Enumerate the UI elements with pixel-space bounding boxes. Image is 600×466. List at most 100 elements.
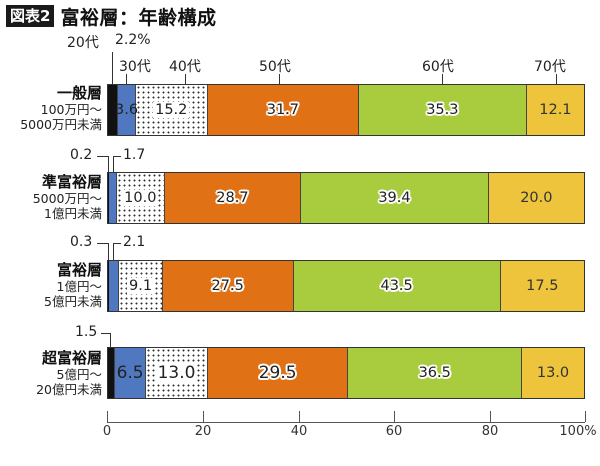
leader-line	[113, 243, 114, 260]
segment-age20	[108, 261, 110, 311]
row-range-1: 5000万円〜	[32, 191, 102, 206]
segment-age30: 3.6	[115, 85, 139, 135]
row-name: 準富裕層	[41, 173, 102, 191]
row-range-2: 5億円未満	[44, 294, 102, 309]
value-label: 10.0	[122, 190, 159, 206]
value-label: 28.7	[216, 190, 249, 206]
legend-age20: 20代	[67, 35, 99, 51]
bar-wealthy: 9.1 27.5 43.5 17.5	[107, 260, 585, 312]
leader-line	[108, 156, 109, 172]
bar-semi-wealthy: 10.0 28.7 39.4 20.0	[107, 172, 585, 224]
value-label: 36.5	[418, 365, 451, 381]
segment-age50: 29.5	[207, 348, 349, 398]
value-label: 3.6	[115, 102, 139, 118]
bar-ultra-wealthy: 6.5 13.0 29.5 36.5 13.0	[107, 347, 585, 399]
x-tick	[585, 411, 586, 422]
x-tick	[299, 411, 300, 422]
segment-age40: 10.0	[117, 173, 165, 223]
value-label: 39.4	[378, 190, 411, 206]
row-range-2: 20億円未満	[36, 382, 102, 397]
segment-age40: 13.0	[146, 348, 208, 398]
small-value-age30: 2.1	[123, 234, 146, 250]
row-name: 富裕層	[56, 261, 102, 279]
value-label: 9.1	[127, 278, 155, 294]
value-label: 35.3	[426, 102, 459, 118]
leader-age50	[279, 74, 280, 84]
segment-age30	[109, 261, 120, 311]
chart-header: 図表2 富裕層：年齢構成	[6, 3, 216, 29]
segment-age60: 35.3	[358, 85, 527, 135]
value-label: 27.5	[211, 278, 244, 294]
leader-age30	[126, 74, 127, 84]
segment-age40: 9.1	[119, 261, 163, 311]
value-label: 31.7	[266, 102, 300, 118]
value-label: 12.1	[539, 102, 572, 118]
small-value-age30: 1.7	[123, 147, 146, 163]
leader-line	[97, 156, 108, 157]
row-range-1: 1億円〜	[56, 279, 102, 294]
x-tick-label: 60	[385, 424, 403, 439]
segment-age70: 20.0	[488, 173, 584, 223]
segment-age20	[108, 348, 116, 398]
segment-age60: 39.4	[301, 173, 489, 223]
legend-age50: 50代	[259, 59, 291, 75]
leader-line	[113, 243, 121, 244]
leader-age40	[185, 74, 186, 84]
value-label: 13.0	[155, 363, 198, 383]
segment-age50: 28.7	[164, 173, 302, 223]
leader-line	[101, 333, 110, 334]
legend-age60: 60代	[422, 59, 454, 75]
x-tick	[490, 411, 491, 422]
leader-line	[113, 156, 121, 157]
legend-age40: 40代	[169, 59, 201, 75]
leader-line	[113, 156, 114, 172]
legend-age30: 30代	[119, 59, 151, 75]
x-tick-label: 100%	[559, 424, 597, 439]
segment-age70: 17.5	[500, 261, 584, 311]
x-tick	[203, 411, 204, 422]
leader-age60	[442, 74, 443, 84]
row-label-general: 一般層 100万円〜 5000万円未満	[20, 84, 102, 132]
x-tick	[394, 411, 395, 422]
row-range-1: 5億円〜	[56, 367, 102, 382]
row-label-ultra-wealthy: 超富裕層 5億円〜 20億円未満	[36, 349, 102, 397]
segment-age40: 15.2	[135, 85, 208, 135]
segment-age70: 13.0	[522, 348, 584, 398]
segment-age20	[108, 85, 119, 135]
segment-age60: 43.5	[293, 261, 501, 311]
segment-age50: 27.5	[162, 261, 294, 311]
row-range-1: 100万円〜	[40, 102, 102, 117]
small-value-age20: 1.5	[75, 324, 98, 340]
leader-age20	[112, 52, 113, 84]
value-label: 20.0	[520, 190, 553, 206]
row-range-2: 1億円未満	[44, 206, 102, 221]
small-value-age20: 0.3	[70, 234, 93, 250]
row-range-2: 5000万円未満	[20, 117, 102, 132]
value-label: 43.5	[380, 278, 413, 294]
row-name: 超富裕層	[41, 349, 102, 367]
legend-age70: 70代	[534, 59, 566, 75]
row-label-wealthy: 富裕層 1億円〜 5億円未満	[44, 261, 102, 309]
leader-age70	[556, 74, 557, 84]
value-label: 13.0	[536, 365, 570, 381]
row-label-semi-wealthy: 準富裕層 5000万円〜 1億円未満	[33, 173, 102, 221]
chart-title: 富裕層：年齢構成	[60, 6, 217, 29]
x-tick-label: 20	[194, 424, 212, 439]
segment-age50: 31.7	[207, 85, 359, 135]
leader-line	[108, 243, 109, 260]
segment-age60: 36.5	[348, 348, 523, 398]
bar-general: 3.6 15.2 31.7 35.3 12.1	[107, 84, 585, 136]
x-axis-line	[107, 422, 585, 423]
segment-age30: 6.5	[115, 348, 147, 398]
value-label: 6.5	[116, 363, 144, 383]
segment-age30	[108, 173, 118, 223]
x-tick	[107, 411, 108, 422]
row-name: 一般層	[56, 84, 102, 102]
value-label: 15.2	[153, 102, 190, 118]
segment-age70: 12.1	[526, 85, 584, 135]
x-tick-label: 40	[290, 424, 308, 439]
value-label: 17.5	[526, 278, 559, 294]
x-tick-label: 0	[102, 424, 112, 439]
legend-age20-pct: 2.2%	[115, 32, 151, 48]
leader-line	[110, 333, 111, 347]
